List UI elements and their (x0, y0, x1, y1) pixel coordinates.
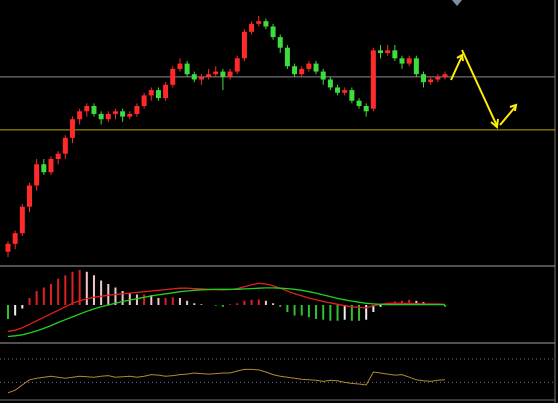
macd-dea (7, 287, 445, 338)
candle-body (392, 50, 398, 59)
candle-body (19, 206, 25, 234)
marker (452, 0, 462, 6)
candle-body (299, 68, 305, 75)
osc-line (7, 368, 446, 394)
candle-body (234, 58, 240, 72)
candle-body (155, 90, 161, 99)
candle-body (84, 106, 90, 112)
candle-body (163, 84, 169, 99)
candle-body (170, 68, 176, 85)
candle-body (241, 31, 247, 59)
candle-body (442, 74, 448, 77)
candle-body (435, 76, 441, 80)
candle-body (220, 71, 226, 77)
arrow (450, 55, 463, 81)
candle-body (34, 164, 40, 186)
candle-body (270, 26, 276, 38)
candle-body (277, 37, 283, 48)
candle-body (370, 50, 376, 109)
candle-body (5, 243, 11, 252)
candle-body (249, 23, 255, 32)
candle-body (421, 74, 427, 83)
candle-body (313, 63, 319, 72)
candle-body (105, 113, 111, 120)
candle-body (213, 71, 219, 75)
candle-body (206, 74, 212, 77)
candle-body (284, 47, 290, 67)
candle-body (342, 90, 348, 93)
candle-body (62, 137, 68, 154)
candle-body (413, 58, 419, 75)
candle-body (385, 50, 391, 53)
candle-body (292, 66, 298, 75)
candle-body (399, 58, 405, 64)
candle-body (363, 106, 369, 112)
candle-body (428, 79, 434, 83)
arrow (461, 49, 498, 127)
candle-body (127, 113, 133, 117)
candle-body (41, 164, 47, 173)
candle-body (134, 106, 140, 114)
candle-body (26, 185, 32, 207)
candle-body (55, 153, 61, 159)
candle-body (184, 63, 190, 75)
candle-body (227, 71, 233, 77)
arrows (450, 49, 518, 129)
candle-body (112, 111, 118, 114)
candle-body (91, 106, 97, 114)
arrow (499, 105, 517, 126)
candle-body (263, 21, 269, 27)
candle-body (98, 113, 104, 120)
candle-body (306, 63, 312, 69)
candle-body (12, 233, 18, 244)
candle-body (349, 90, 355, 101)
candle-body (198, 76, 204, 80)
candle-body (48, 159, 54, 173)
arrow-head (456, 53, 464, 62)
candle-body (335, 87, 341, 93)
candle-body (378, 50, 384, 53)
candle-body (406, 58, 412, 64)
candle-body (148, 90, 154, 96)
candle-body (77, 111, 83, 120)
candle-body (69, 119, 75, 138)
arrow-head (509, 103, 518, 112)
candle-body (120, 111, 126, 117)
candle-body (256, 21, 262, 24)
candle-body (191, 74, 197, 80)
candle-body (327, 79, 333, 88)
candle-body (320, 71, 326, 80)
candle-body (141, 95, 147, 106)
arrow-head (490, 118, 499, 129)
candle-body (177, 63, 183, 69)
candle-body (356, 100, 362, 106)
